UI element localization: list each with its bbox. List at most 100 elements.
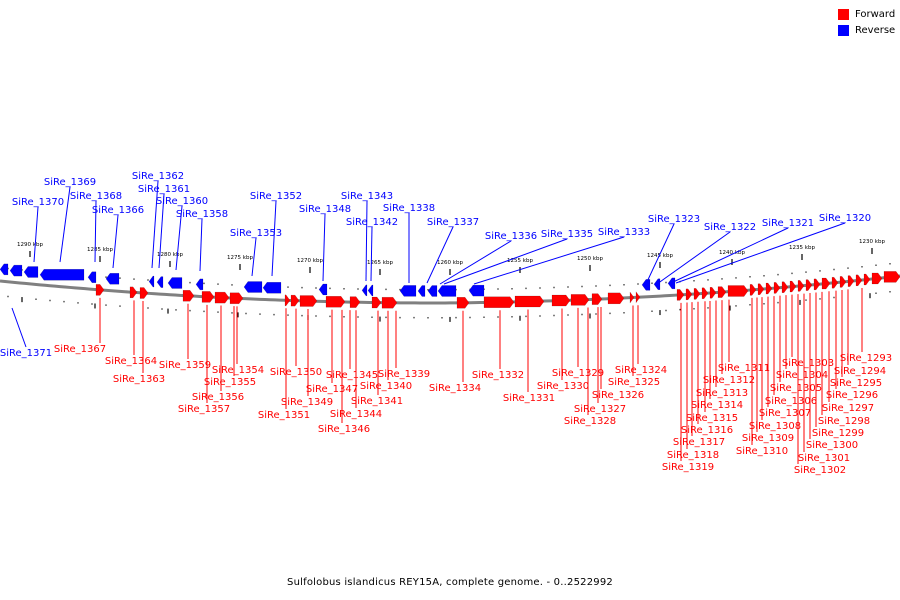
forward-gene-label[interactable]: SiRe_1318 <box>667 450 719 461</box>
forward-gene-arrow[interactable] <box>552 295 570 307</box>
reverse-gene-label[interactable]: SiRe_1371 <box>0 348 52 359</box>
forward-gene-arrow[interactable] <box>608 292 624 304</box>
forward-gene-arrow[interactable] <box>718 286 726 298</box>
forward-gene-label[interactable]: SiRe_1367 <box>54 344 106 355</box>
forward-gene-arrow[interactable] <box>814 278 820 290</box>
forward-gene-arrow[interactable] <box>230 292 243 304</box>
forward-gene-label[interactable]: SiRe_1324 <box>615 365 667 376</box>
reverse-gene-label[interactable]: SiRe_1352 <box>250 191 302 202</box>
reverse-gene-label[interactable]: SiRe_1323 <box>648 214 700 225</box>
reverse-gene-arrow[interactable] <box>149 276 154 288</box>
reverse-gene-arrow[interactable] <box>0 263 8 275</box>
reverse-gene-arrow[interactable] <box>438 285 456 297</box>
forward-gene-label[interactable]: SiRe_1345 <box>326 370 378 381</box>
forward-gene-label[interactable]: SiRe_1326 <box>592 390 644 401</box>
reverse-gene-label[interactable]: SiRe_1337 <box>427 217 479 228</box>
forward-gene-arrow[interactable] <box>856 274 862 286</box>
forward-gene-label[interactable]: SiRe_1297 <box>822 403 874 414</box>
reverse-gene-arrow[interactable] <box>263 282 281 294</box>
forward-gene-arrow[interactable] <box>848 275 854 287</box>
forward-gene-arrow[interactable] <box>694 288 700 300</box>
reverse-gene-arrow[interactable] <box>428 285 437 297</box>
reverse-gene-arrow[interactable] <box>319 283 327 295</box>
forward-gene-label[interactable]: SiRe_1295 <box>830 378 882 389</box>
forward-gene-arrow[interactable] <box>285 294 290 306</box>
reverse-gene-arrow[interactable] <box>10 265 22 277</box>
forward-gene-arrow[interactable] <box>202 291 214 303</box>
forward-gene-label[interactable]: SiRe_1308 <box>749 421 801 432</box>
forward-gene-label[interactable]: SiRe_1315 <box>686 413 738 424</box>
reverse-gene-arrow[interactable] <box>106 273 119 285</box>
forward-gene-label[interactable]: SiRe_1306 <box>765 396 817 407</box>
reverse-gene-label[interactable]: SiRe_1335 <box>541 229 593 240</box>
forward-gene-label[interactable]: SiRe_1327 <box>574 404 626 415</box>
forward-gene-label[interactable]: SiRe_1355 <box>204 377 256 388</box>
forward-gene-label[interactable]: SiRe_1344 <box>330 409 382 420</box>
forward-gene-label[interactable]: SiRe_1329 <box>552 368 604 379</box>
reverse-gene-label[interactable]: SiRe_1360 <box>156 196 208 207</box>
forward-gene-arrow[interactable] <box>326 296 345 308</box>
reverse-gene-arrow[interactable] <box>362 284 367 296</box>
reverse-gene-label[interactable]: SiRe_1338 <box>383 203 435 214</box>
reverse-gene-label[interactable]: SiRe_1348 <box>299 204 351 215</box>
forward-gene-label[interactable]: SiRe_1310 <box>736 446 788 457</box>
forward-gene-arrow[interactable] <box>806 279 812 291</box>
forward-gene-arrow[interactable] <box>96 284 104 296</box>
forward-gene-arrow[interactable] <box>798 280 804 292</box>
reverse-gene-arrow[interactable] <box>88 271 96 283</box>
reverse-gene-label[interactable]: SiRe_1333 <box>598 227 650 238</box>
forward-gene-arrow[interactable] <box>840 276 846 288</box>
reverse-gene-label[interactable]: SiRe_1369 <box>44 177 96 188</box>
forward-gene-label[interactable]: SiRe_1364 <box>105 356 157 367</box>
forward-gene-arrow[interactable] <box>822 278 830 290</box>
forward-gene-label[interactable]: SiRe_1363 <box>113 374 165 385</box>
forward-gene-label[interactable]: SiRe_1319 <box>662 462 714 473</box>
forward-gene-arrow[interactable] <box>183 290 194 302</box>
reverse-gene-arrow[interactable] <box>400 285 416 297</box>
forward-gene-arrow[interactable] <box>592 293 602 305</box>
forward-gene-arrow[interactable] <box>686 288 692 300</box>
forward-gene-arrow[interactable] <box>677 289 684 301</box>
reverse-gene-arrow[interactable] <box>157 276 163 288</box>
reverse-gene-arrow[interactable] <box>469 285 484 297</box>
forward-gene-label[interactable]: SiRe_1341 <box>351 396 403 407</box>
forward-gene-label[interactable]: SiRe_1325 <box>608 377 660 388</box>
reverse-gene-label[interactable]: SiRe_1343 <box>341 191 393 202</box>
forward-gene-label[interactable]: SiRe_1328 <box>564 416 616 427</box>
forward-gene-arrow[interactable] <box>515 296 544 308</box>
reverse-gene-label[interactable]: SiRe_1322 <box>704 222 756 233</box>
reverse-gene-arrow[interactable] <box>642 279 650 291</box>
forward-gene-label[interactable]: SiRe_1354 <box>212 365 264 376</box>
forward-gene-label[interactable]: SiRe_1331 <box>503 393 555 404</box>
forward-gene-label[interactable]: SiRe_1307 <box>759 408 811 419</box>
forward-gene-arrow[interactable] <box>710 287 716 299</box>
reverse-gene-label[interactable]: SiRe_1336 <box>485 231 537 242</box>
forward-gene-label[interactable]: SiRe_1349 <box>281 397 333 408</box>
forward-gene-arrow[interactable] <box>766 283 772 295</box>
forward-gene-label[interactable]: SiRe_1339 <box>378 369 430 380</box>
forward-gene-arrow[interactable] <box>457 297 469 309</box>
forward-gene-label[interactable]: SiRe_1303 <box>782 358 834 369</box>
forward-gene-label[interactable]: SiRe_1300 <box>806 440 858 451</box>
forward-gene-label[interactable]: SiRe_1314 <box>691 400 743 411</box>
forward-gene-label[interactable]: SiRe_1311 <box>718 363 770 374</box>
forward-gene-arrow[interactable] <box>484 296 514 308</box>
reverse-gene-arrow[interactable] <box>196 278 203 290</box>
forward-gene-arrow[interactable] <box>291 295 299 307</box>
forward-gene-label[interactable]: SiRe_1312 <box>703 375 755 386</box>
forward-gene-label[interactable]: SiRe_1296 <box>826 390 878 401</box>
reverse-gene-arrow[interactable] <box>24 266 38 278</box>
forward-gene-arrow[interactable] <box>350 296 360 308</box>
forward-gene-arrow[interactable] <box>758 283 764 295</box>
forward-gene-label[interactable]: SiRe_1317 <box>673 437 725 448</box>
forward-gene-arrow[interactable] <box>782 281 788 293</box>
forward-gene-arrow[interactable] <box>382 297 397 309</box>
reverse-gene-arrow[interactable] <box>654 278 660 290</box>
reverse-gene-label[interactable]: SiRe_1370 <box>12 197 64 208</box>
forward-gene-label[interactable]: SiRe_1302 <box>794 465 846 476</box>
forward-gene-label[interactable]: SiRe_1334 <box>429 383 481 394</box>
forward-gene-label[interactable]: SiRe_1357 <box>178 404 230 415</box>
forward-gene-arrow[interactable] <box>864 273 870 285</box>
forward-gene-label[interactable]: SiRe_1340 <box>360 381 412 392</box>
forward-gene-label[interactable]: SiRe_1330 <box>537 381 589 392</box>
